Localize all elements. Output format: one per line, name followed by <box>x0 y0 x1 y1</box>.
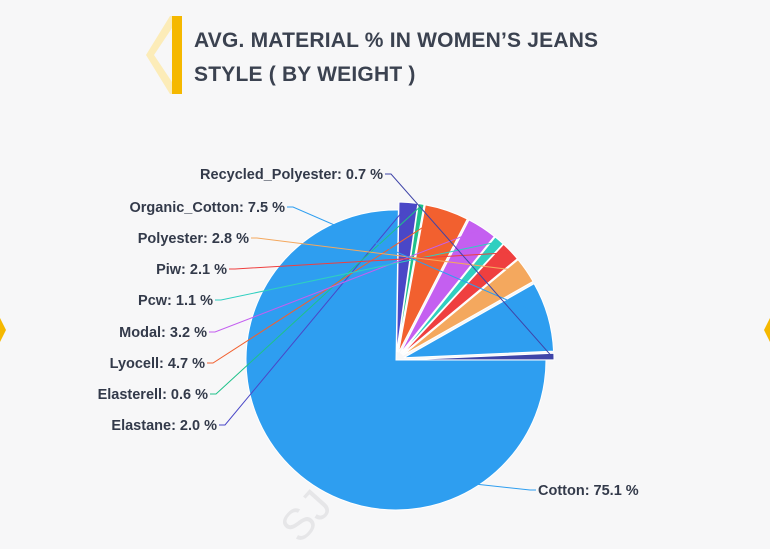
pie-slice-elastane[interactable] <box>396 201 419 353</box>
pie-slice-modal[interactable] <box>399 219 496 354</box>
data-label-modal: Modal: 3.2 % <box>119 325 207 341</box>
leader-line-polyester <box>251 237 525 272</box>
leader-line-pcw <box>215 241 498 301</box>
data-label-piw: Piw: 2.1 % <box>156 262 227 278</box>
pie-slice-elasterell[interactable] <box>396 203 425 353</box>
leader-line-organic-cotton <box>287 206 547 318</box>
title-line-2: STYLE ( BY WEIGHT ) <box>194 63 416 86</box>
leader-line-modal <box>209 228 482 333</box>
data-label-recycled-polyester: Recycled_Polyester: 0.7 % <box>200 167 383 183</box>
pie-slice-recycled-polyester[interactable] <box>403 352 555 361</box>
data-label-organic-cotton: Organic_Cotton: 7.5 % <box>130 200 286 216</box>
data-label-pcw: Pcw: 1.1 % <box>138 293 213 309</box>
leader-line-recycled-polyester <box>385 173 553 357</box>
data-label-lyocell: Lyocell: 4.7 % <box>110 356 205 372</box>
pie-slice-piw[interactable] <box>401 243 518 355</box>
leader-line-elastane <box>219 204 409 426</box>
chevron-left-icon <box>146 16 180 94</box>
pie-slice-organic-cotton[interactable] <box>403 283 555 359</box>
pie-slice-pcw[interactable] <box>400 236 504 355</box>
data-label-elasterell: Elasterell: 0.6 % <box>98 387 209 403</box>
leader-line-elasterell <box>210 205 422 395</box>
data-label-cotton: Cotton: 75.1 % <box>538 483 639 499</box>
chart-title: AVG. MATERIAL % IN WOMEN’S JEANS STYLE (… <box>194 24 598 92</box>
pie-slice-polyester[interactable] <box>402 258 534 356</box>
leader-line-lyocell <box>207 211 447 364</box>
prev-arrow-icon[interactable] <box>0 318 10 342</box>
title-line-1: AVG. MATERIAL % IN WOMEN’S JEANS <box>194 29 599 52</box>
leader-line-cotton <box>290 463 536 491</box>
title-accent-bar <box>172 16 182 94</box>
next-arrow-icon[interactable] <box>760 318 770 342</box>
title-block: AVG. MATERIAL % IN WOMEN’S JEANS STYLE (… <box>146 12 666 98</box>
data-label-elastane: Elastane: 2.0 % <box>111 418 217 434</box>
data-label-polyester: Polyester: 2.8 % <box>138 231 249 247</box>
